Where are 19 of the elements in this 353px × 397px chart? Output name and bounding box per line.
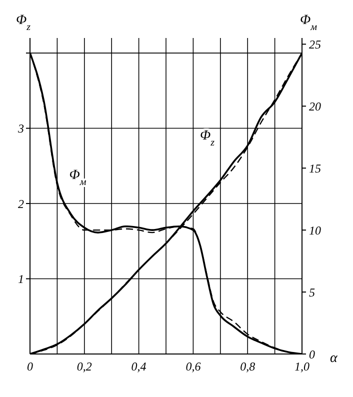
y2-tick-label: 5 (309, 285, 315, 300)
y2-tick-label: 25 (309, 37, 321, 52)
x-tick-label: 0,8 (240, 360, 256, 374)
y-axis-title: Φ$_{z}$ (16, 13, 31, 32)
y2-tick-label: 10 (309, 223, 321, 238)
y-tick-label: 1 (18, 272, 24, 286)
series-label: Φ$_{z}$ (200, 128, 215, 148)
y2-tick-label: 20 (309, 99, 321, 114)
x-tick-label: 0,2 (76, 360, 92, 374)
x-tick-label: 0,4 (131, 360, 146, 374)
y2-tick-label: 15 (309, 161, 321, 176)
x-axis-title: α (330, 351, 338, 366)
y2-axis-title: Φ$_{м}$ (300, 13, 318, 32)
x-tick-label: 0 (27, 360, 33, 374)
y-tick-label: 3 (17, 122, 24, 136)
y2-tick-label: 0 (309, 347, 315, 362)
x-tick-label: 1,0 (294, 360, 310, 374)
x-tick-label: 0,6 (186, 360, 201, 374)
y-tick-label: 2 (18, 196, 24, 211)
